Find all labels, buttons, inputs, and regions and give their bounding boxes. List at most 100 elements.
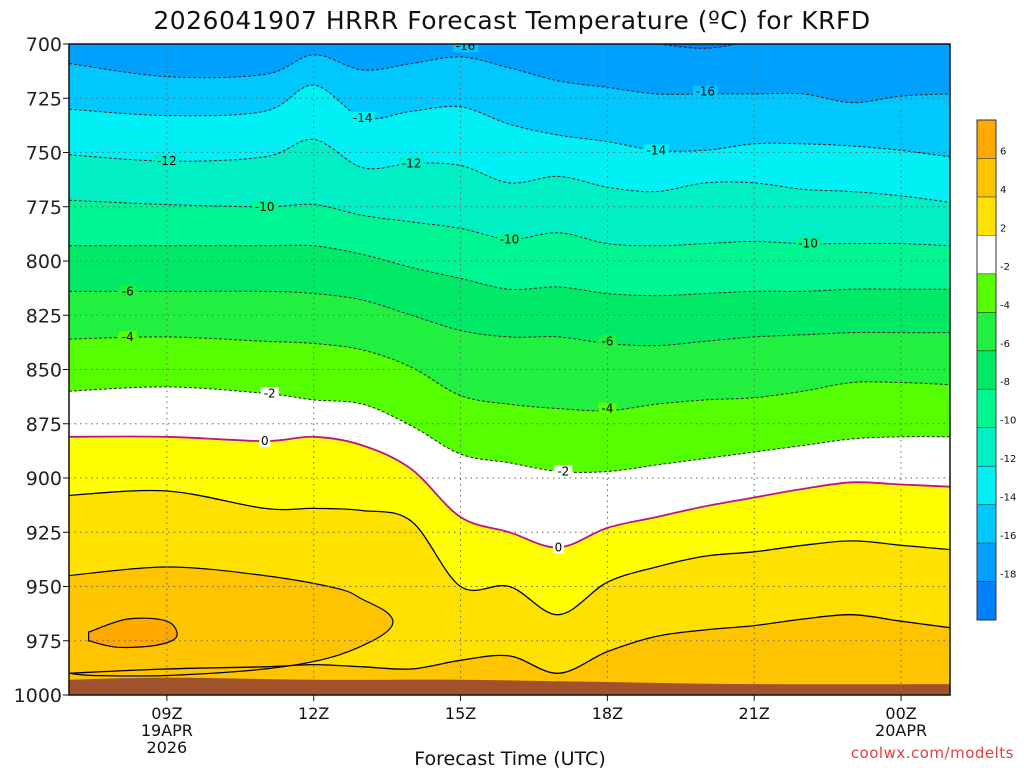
contour-label-bg [552,541,564,554]
contour-label-bg [118,285,137,298]
contour-label--14: -14 [353,111,373,125]
x-tick-label: 15Z [445,704,476,723]
y-tick-label: 775 [26,197,62,219]
isotherm-0 [69,435,950,549]
contour-label--2: -2 [557,464,569,478]
plot-area: -16 -16 -14 -14 -12 -12 -10 -10 -10 -6 -6 -4 -4 -2 -2 0… [69,39,950,695]
contour-label--6: -6 [601,334,613,348]
contour-label-bg [643,144,669,157]
y-tick-label: 900 [26,468,62,490]
colorbar-swatch [977,196,996,236]
contour-label-bg [260,387,279,400]
contour-label-bg [154,155,180,168]
colorbar-swatch [977,389,996,429]
y-tick-label: 850 [26,360,62,382]
contour-label--12: -12 [402,156,422,170]
colorbar-swatch [977,504,996,544]
contour-label--4: -4 [601,402,613,416]
credit-text: coolwx.com/modelts [851,744,1014,762]
contour-label-bg [598,402,617,415]
colorbar-tick-label: -2 [1000,262,1010,273]
contour-label-bg [252,200,278,213]
x-tick-label: 2026 [147,738,188,757]
colorbar-swatch [977,581,996,621]
contour-label-bg [598,335,617,348]
contour-label-0: 0 [261,434,269,448]
x-tick-label: 19APR [141,721,193,740]
contour-label-bg [350,111,376,124]
colorbar: 6 4 2 -2 -4 -6 -8 -10 -12 -14 -16 -18 [976,119,1016,621]
isotherm-4 [69,614,950,674]
colorbar-tick-label: -6 [1000,339,1010,350]
y-tick-label: 725 [26,88,62,110]
x-tick-label: 21Z [739,704,770,723]
warm-pocket-4 [69,566,394,677]
isotherm--2 [69,386,950,473]
contour-label-0: 0 [555,540,563,554]
temperature-bands [69,44,950,695]
colorbar-swatch [977,158,996,198]
colorbar-tick-label: 4 [1000,185,1006,196]
y-tick-label: 925 [26,522,62,544]
y-tick-label: 750 [26,143,62,165]
colorbar-tick-label: -4 [1000,300,1010,311]
warm-pocket-bands [69,566,394,677]
y-tick-label: 1000 [14,685,62,707]
colorbar-tick-label: -14 [1000,493,1016,504]
contour-label-bg [259,435,271,448]
y-tick-label: 700 [26,34,62,56]
x-axis-label: Forecast Time (UTC) [414,748,605,768]
contour-label--10: -10 [255,200,275,214]
contour-label--16: -16 [456,39,476,53]
contour-label--4: -4 [122,330,134,344]
x-tick-label: 00Z [885,704,916,723]
y-tick-label: 975 [26,631,62,653]
y-tick-label: 800 [26,251,62,273]
colorbar-tick-label: -8 [1000,377,1010,388]
ground-strip [69,677,950,695]
contour-label-bg [692,85,718,98]
band-colder-than--16 [69,44,950,103]
contour-label--10: -10 [798,237,818,251]
colorbar-swatch [977,427,996,467]
colorbar-frame [976,119,997,621]
contour-label-bg [497,233,522,246]
isotherm--10 [69,199,950,247]
contour-label-bg [118,330,137,343]
x-tick-label: 12Z [298,704,329,723]
x-tick-label: 09Z [151,704,182,723]
chart-title: 2026041907 HRRR Forecast Temperature (ºC… [153,6,870,35]
colorbar-swatch [977,120,996,159]
ground-fill [69,677,950,695]
contour-labels: -16 -16 -14 -14 -12 -12 -10 -10 -10 -6 -6 -4 -4 -2 -2 0… [118,39,821,554]
colorbar-tick-label: -16 [1000,531,1016,542]
colorbar-tick-label: -10 [1000,416,1016,427]
warm-pocket-6 [88,617,178,649]
contour-label-bg [554,465,573,478]
isotherm--8 [69,244,950,297]
y-axis: 700 725 750 775 800 825 850 875 900 925 950 975 1000 [14,34,69,707]
x-tick-label: 18Z [592,704,623,723]
colorbar-swatch [977,466,996,506]
x-tick-label: 20APR [875,721,927,740]
colorbar-swatch [977,543,996,583]
colorbar-swatch [977,350,996,390]
colorbar-tick-label: 2 [1000,223,1006,234]
contour-label-bg [399,157,425,170]
isotherm--16 [69,54,950,104]
isotherm-lines [69,44,950,674]
contour-label--10: -10 [500,232,520,246]
y-tick-label: 875 [26,414,62,436]
isotherm--4 [69,336,950,412]
contour-label--2: -2 [264,386,276,400]
colorbar-swatch [977,235,996,275]
colorbar-swatch [977,312,996,352]
contour-label--16: -16 [695,85,715,99]
isotherm--14 [69,84,950,158]
contour-label--12: -12 [157,154,177,168]
colorbar-tick-label: -18 [1000,570,1016,581]
contour-label--14: -14 [647,143,667,157]
y-tick-label: 825 [26,305,62,327]
